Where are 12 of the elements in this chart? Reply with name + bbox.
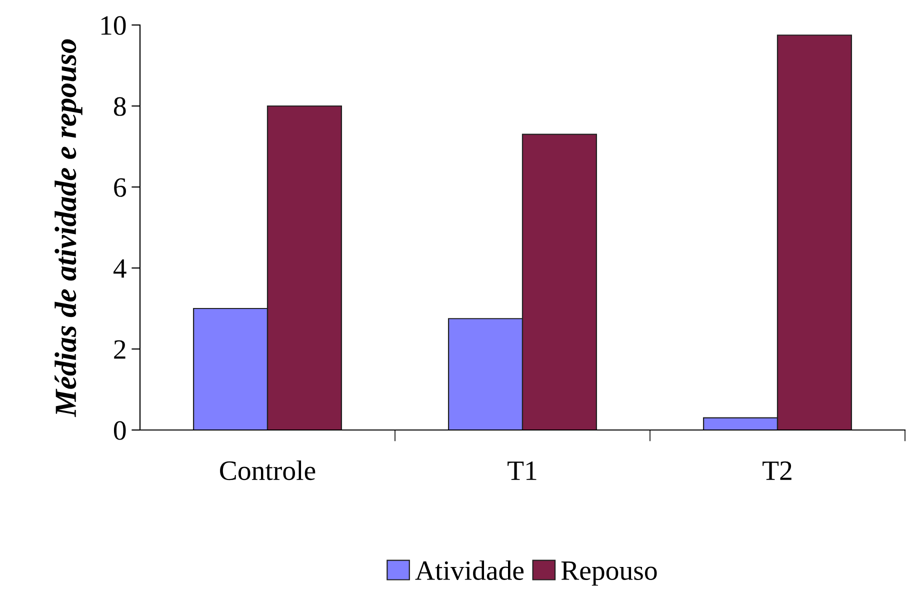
y-tick-label: 8 (114, 97, 126, 116)
y-tick-label: 4 (113, 259, 126, 278)
x-tick-label: T1 (508, 461, 536, 480)
y-tick-label: 0 (114, 421, 126, 440)
x-tick-label: Controle (220, 460, 316, 480)
legend-label: Atividade (415, 560, 524, 580)
y-tick-label: 6 (114, 178, 126, 197)
y-tick-label: 10 (101, 16, 126, 35)
y-tick-label: 2 (114, 340, 126, 359)
x-tick-label: T2 (762, 461, 792, 480)
legend-label: Repouso (561, 562, 657, 586)
y-axis-title: Médias de atividade e repouso (54, 39, 82, 418)
